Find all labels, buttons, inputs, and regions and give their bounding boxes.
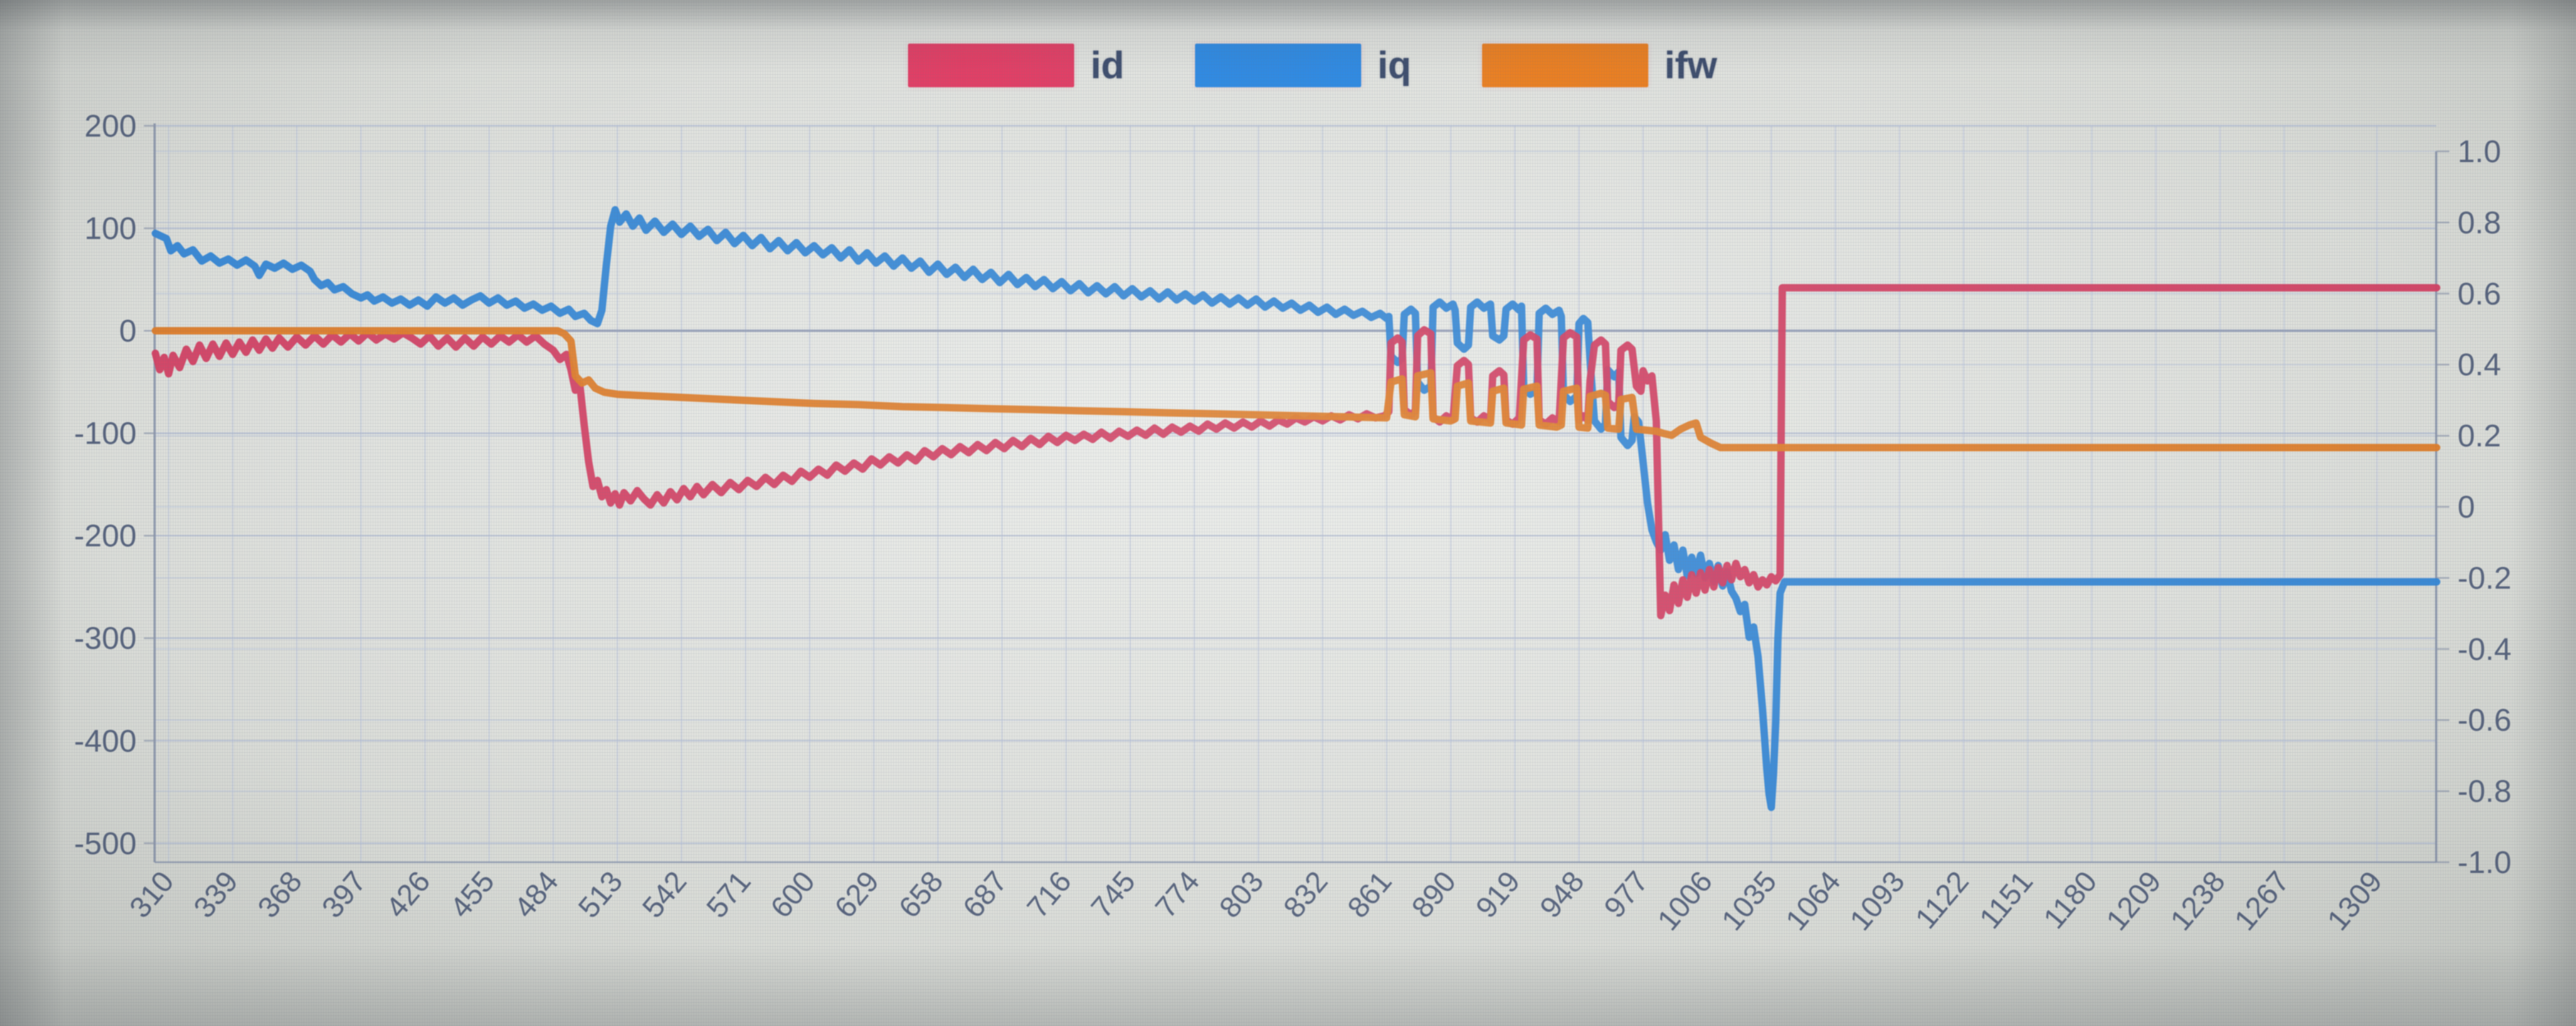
x-tick-label: 687 bbox=[956, 865, 1013, 924]
right-tick-label: -0.2 bbox=[2458, 561, 2511, 596]
x-tick-label: 484 bbox=[507, 865, 565, 924]
right-tick-label: 0.4 bbox=[2458, 348, 2501, 383]
x-tick-label: 1035 bbox=[1715, 865, 1783, 937]
left-tick-label: -100 bbox=[74, 417, 137, 452]
right-tick-label: 0.6 bbox=[2458, 277, 2501, 312]
series-ifw-line bbox=[151, 327, 2441, 452]
x-tick-label: 1238 bbox=[2163, 865, 2231, 937]
x-tick-label: 600 bbox=[764, 865, 822, 924]
x-tick-label: 1006 bbox=[1651, 865, 1719, 937]
legend-item-ifw[interactable]: ifw bbox=[1481, 43, 1717, 87]
x-tick-label: 339 bbox=[187, 865, 244, 924]
x-tick-label: 629 bbox=[827, 865, 885, 924]
x-tick-label: 1209 bbox=[2099, 865, 2167, 937]
x-tick-label: 803 bbox=[1212, 865, 1270, 924]
x-tick-label: 977 bbox=[1597, 865, 1655, 924]
legend: id iq ifw bbox=[908, 43, 1717, 87]
x-tick-label: 310 bbox=[123, 865, 180, 924]
x-tick-label: 1093 bbox=[1843, 865, 1911, 937]
x-tick-label: 832 bbox=[1276, 865, 1334, 924]
x-tick-label: 1122 bbox=[1908, 865, 1975, 935]
series-iq-line bbox=[151, 206, 2441, 811]
right-tick-label: 0.2 bbox=[2458, 420, 2501, 454]
x-tick-label: 745 bbox=[1084, 865, 1142, 924]
x-tick-label: 368 bbox=[251, 865, 308, 924]
left-tick-label: 0 bbox=[119, 314, 137, 349]
x-tick-label: 861 bbox=[1341, 865, 1398, 924]
right-tick-label: 0.8 bbox=[2458, 206, 2501, 240]
right-tick-label: 0 bbox=[2458, 490, 2475, 525]
x-tick-label: 1180 bbox=[2036, 865, 2103, 935]
x-tick-label: 571 bbox=[700, 865, 758, 924]
x-tick-label: 542 bbox=[636, 865, 693, 924]
x-tick-label: 455 bbox=[443, 865, 501, 924]
left-tick-label: 100 bbox=[85, 211, 137, 246]
left-tick-label: 200 bbox=[85, 109, 137, 144]
left-tick-label: -300 bbox=[74, 622, 137, 657]
legend-swatch-iq-icon bbox=[1194, 43, 1361, 87]
x-tick-label: 1151 bbox=[1972, 865, 2039, 935]
legend-item-iq[interactable]: iq bbox=[1194, 43, 1411, 87]
x-tick-label: 426 bbox=[379, 865, 437, 924]
legend-label-iq: iq bbox=[1377, 44, 1411, 86]
x-tick-label: 1064 bbox=[1779, 865, 1847, 937]
x-tick-label: 948 bbox=[1533, 865, 1591, 924]
left-tick-label: -500 bbox=[74, 827, 137, 861]
legend-swatch-ifw-icon bbox=[1481, 43, 1648, 87]
x-tick-label: 658 bbox=[892, 865, 949, 924]
x-tick-label: 890 bbox=[1405, 865, 1462, 924]
right-tick-label: -0.6 bbox=[2458, 703, 2511, 738]
x-tick-label: 397 bbox=[315, 865, 373, 924]
x-tick-label: 513 bbox=[572, 865, 629, 924]
x-tick-label: 716 bbox=[1020, 865, 1077, 924]
left-tick-label: -400 bbox=[74, 724, 137, 759]
x-tick-label: 919 bbox=[1469, 865, 1527, 924]
x-tick-label: 1267 bbox=[2227, 865, 2296, 937]
legend-label-id: id bbox=[1091, 44, 1124, 86]
legend-label-ifw: ifw bbox=[1664, 44, 1717, 86]
legend-swatch-id-icon bbox=[908, 43, 1074, 87]
right-tick-label: -0.8 bbox=[2458, 775, 2511, 810]
left-tick-label: -200 bbox=[74, 519, 137, 554]
series-id-line bbox=[151, 284, 2441, 620]
right-tick-label: -1.0 bbox=[2458, 846, 2511, 880]
x-tick-label: 774 bbox=[1148, 865, 1206, 924]
legend-item-id[interactable]: id bbox=[908, 43, 1124, 87]
right-tick-label: -0.4 bbox=[2458, 633, 2511, 667]
right-tick-label: 1.0 bbox=[2458, 135, 2501, 169]
x-tick-label: 1309 bbox=[2320, 865, 2388, 937]
